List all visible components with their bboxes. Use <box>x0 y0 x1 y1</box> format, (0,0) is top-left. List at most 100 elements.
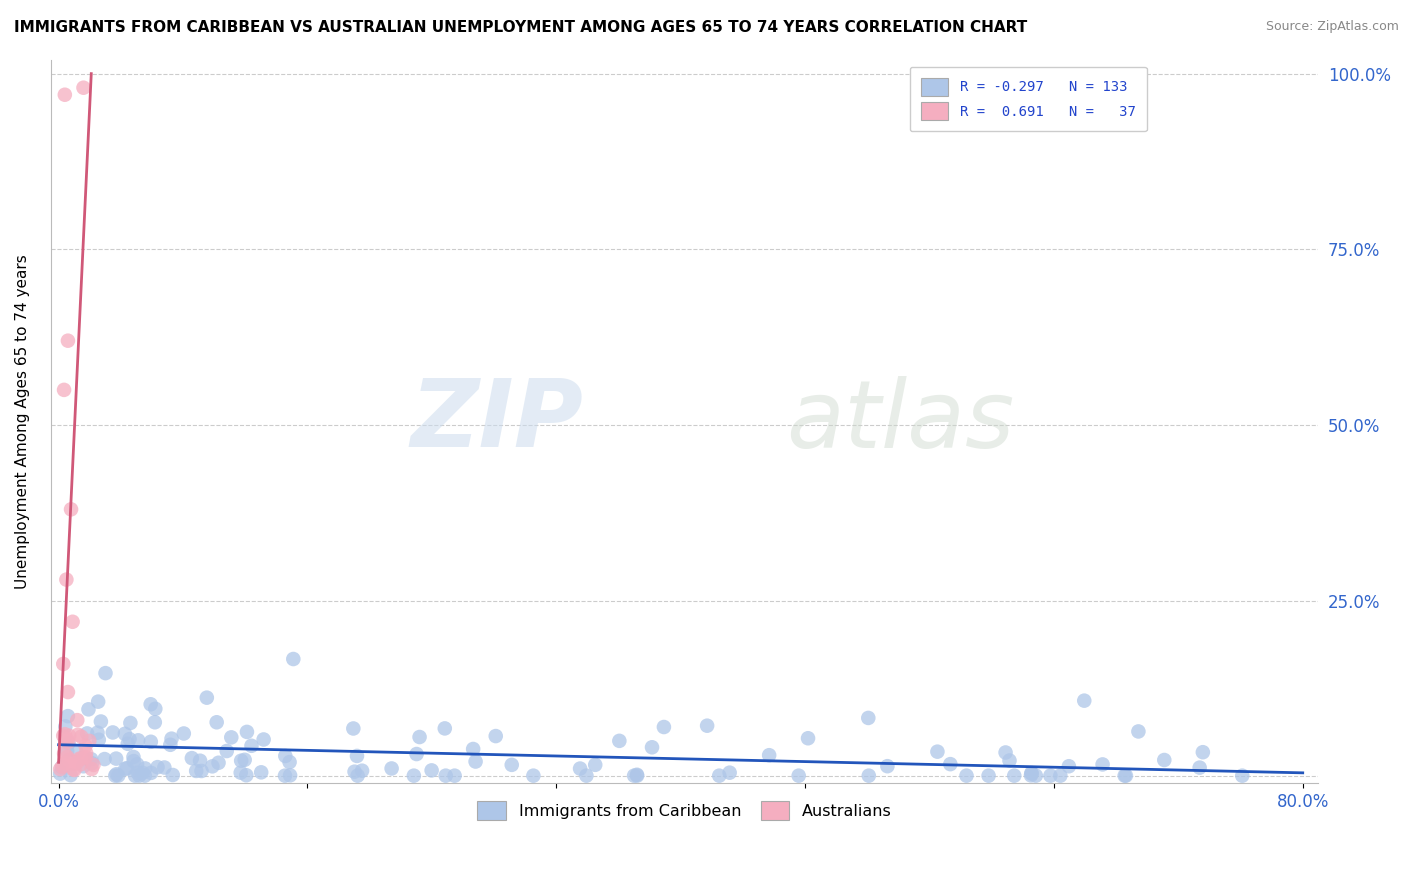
Point <box>522 769 544 783</box>
Point <box>994 746 1017 760</box>
Point <box>134 761 156 775</box>
Point <box>485 729 508 743</box>
Point <box>1114 769 1136 783</box>
Point <box>139 698 162 712</box>
Point <box>66 756 89 770</box>
Point <box>51 759 73 773</box>
Point <box>143 702 166 716</box>
Point <box>207 756 229 770</box>
Text: IMMIGRANTS FROM CARIBBEAN VS AUSTRALIAN UNEMPLOYMENT AMONG AGES 65 TO 74 YEARS C: IMMIGRANTS FROM CARIBBEAN VS AUSTRALIAN … <box>14 20 1028 35</box>
Point <box>201 759 224 773</box>
Point <box>56 732 79 747</box>
Point <box>1091 757 1114 772</box>
Point <box>626 769 648 783</box>
Point <box>80 756 103 771</box>
Point <box>998 754 1021 768</box>
Point <box>55 719 77 733</box>
Point <box>87 732 110 747</box>
Point <box>709 769 731 783</box>
Point <box>253 732 276 747</box>
Point <box>82 758 104 772</box>
Point <box>128 769 150 783</box>
Point <box>124 769 146 783</box>
Point <box>70 751 93 765</box>
Point <box>186 764 208 778</box>
Point <box>274 749 297 764</box>
Point <box>1021 766 1043 780</box>
Point <box>718 765 741 780</box>
Point <box>159 738 181 752</box>
Point <box>278 768 301 782</box>
Point <box>49 762 72 776</box>
Point <box>569 762 592 776</box>
Point <box>139 765 162 780</box>
Point <box>876 759 898 773</box>
Point <box>434 769 457 783</box>
Point <box>274 769 297 783</box>
Point <box>641 740 664 755</box>
Point <box>65 745 87 759</box>
Point <box>160 731 183 746</box>
Text: atlas: atlas <box>786 376 1014 467</box>
Point <box>75 750 97 764</box>
Point <box>139 735 162 749</box>
Point <box>87 695 110 709</box>
Point <box>56 709 79 723</box>
Point <box>215 744 238 758</box>
Point <box>122 750 145 764</box>
Point <box>76 726 98 740</box>
Point <box>381 762 404 776</box>
Point <box>120 715 142 730</box>
Point <box>63 763 86 777</box>
Point <box>53 87 76 102</box>
Point <box>1002 769 1025 783</box>
Point <box>125 757 148 772</box>
Point <box>134 769 156 783</box>
Point <box>342 722 364 736</box>
Point <box>70 757 93 772</box>
Point <box>153 760 176 774</box>
Point <box>858 769 880 783</box>
Point <box>62 615 84 629</box>
Point <box>51 760 73 774</box>
Point <box>56 750 79 764</box>
Point <box>696 719 718 733</box>
Point <box>70 730 93 744</box>
Point <box>49 766 72 780</box>
Point <box>131 765 153 780</box>
Point <box>53 383 76 397</box>
Point <box>77 734 100 748</box>
Point <box>405 747 427 761</box>
Y-axis label: Unemployment Among Ages 65 to 74 years: Unemployment Among Ages 65 to 74 years <box>15 254 30 589</box>
Point <box>122 754 145 768</box>
Point <box>53 747 76 761</box>
Point <box>58 729 80 743</box>
Point <box>60 502 83 516</box>
Point <box>609 734 631 748</box>
Point <box>1115 769 1137 783</box>
Point <box>1057 759 1080 773</box>
Point <box>118 732 141 747</box>
Point <box>67 752 90 766</box>
Point <box>56 744 79 758</box>
Point <box>231 754 253 768</box>
Point <box>162 768 184 782</box>
Point <box>52 729 75 743</box>
Point <box>66 713 89 727</box>
Point <box>143 715 166 730</box>
Point <box>58 752 80 766</box>
Point <box>501 757 523 772</box>
Point <box>1188 761 1211 775</box>
Point <box>59 768 82 782</box>
Point <box>1021 766 1043 780</box>
Point <box>352 764 374 778</box>
Point <box>433 722 456 736</box>
Point <box>1073 693 1095 707</box>
Point <box>463 742 485 756</box>
Point <box>93 752 115 766</box>
Point <box>94 666 117 681</box>
Point <box>86 725 108 739</box>
Point <box>188 754 211 768</box>
Point <box>1232 769 1254 783</box>
Point <box>575 769 598 783</box>
